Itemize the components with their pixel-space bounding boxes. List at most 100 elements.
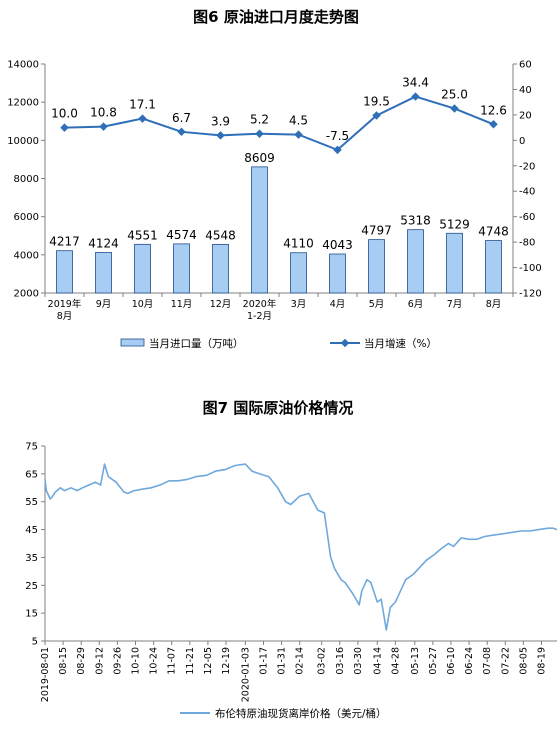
chart6-bar-label: 8609 (244, 151, 275, 165)
chart7-x-tick-label: 08-05 (518, 647, 529, 675)
chart6-point-label: -7.5 (326, 129, 349, 143)
chart7-y-tick-label: 25 (25, 581, 38, 592)
chart6-bar (173, 243, 190, 294)
chart6-point (333, 145, 342, 155)
chart6-point-label: 3.9 (211, 114, 230, 128)
chart6-bar-label: 4551 (127, 228, 158, 242)
chart7-x-tick-label: 2019-08-01 (40, 647, 51, 702)
chart7-x-tick-label: 01-31 (277, 647, 288, 675)
chart6-point-label: 6.7 (172, 111, 191, 125)
chart6-point-label: 25.0 (441, 88, 468, 102)
import-chart: 图6 原油进口月度走势图 2000 4000 6000 8000 10000 12000 1… (7, 8, 542, 350)
chart6-right-tick-label: -40 (519, 187, 535, 198)
chart6-x-tick-label: 9月 (96, 299, 112, 310)
chart6-point (255, 129, 264, 138)
chart7-x-tick-label: 05-27 (428, 647, 439, 675)
chart7-x-tick-label: 08-29 (76, 647, 87, 675)
chart6-right-tick-label: -20 (519, 161, 535, 172)
chart6-bar (329, 253, 346, 294)
chart7-x-tick-label: 11-21 (185, 647, 196, 675)
chart6-bar-label: 5129 (439, 217, 470, 231)
chart6-x-tick-label: 11月 (171, 299, 193, 310)
chart7-x-tick-label: 08-19 (536, 647, 547, 675)
chart6-x-tick-label: 3月 (291, 299, 307, 310)
chart6-bars (56, 166, 502, 294)
chart7-x-tick-label: 04-28 (390, 647, 401, 675)
chart6-left-tick-label: 14000 (7, 60, 39, 71)
chart6-bar (56, 250, 73, 294)
chart6-bar (212, 243, 229, 294)
chart6-bar-label: 4574 (166, 228, 197, 242)
chart6-x-tick-label: 4月 (330, 299, 346, 310)
chart7-x-tick-label: 12-05 (203, 647, 214, 675)
chart6-bar-label: 4043 (322, 238, 353, 252)
chart7-x-tick-label: 07-22 (500, 647, 511, 675)
chart7-x-tick-label: 07-08 (482, 647, 493, 675)
chart6-point (411, 92, 420, 101)
chart7-y-tick-label: 5 (32, 637, 38, 648)
legend-swatch-volume (120, 338, 145, 347)
chart6-point-label: 10.0 (51, 107, 78, 121)
chart7-y-tick-label: 65 (25, 469, 38, 480)
chart7-x-tick-label: 06-24 (464, 647, 475, 675)
chart6-labels: 4217 4124 4551 4574 4548 8609 4110 4043 4797 5318… (49, 76, 509, 252)
chart7-x-tick-label: 02-14 (295, 647, 306, 675)
chart6-point (294, 130, 303, 139)
chart7-x-tick-label: 12-19 (221, 647, 232, 675)
chart6-point (60, 123, 69, 132)
legend-label-volume: 当月进口量（万吨） (149, 337, 244, 350)
chart6-left-tick-label: 10000 (7, 136, 39, 147)
chart6-point-label: 34.4 (402, 76, 429, 90)
chart6-x-tick-label: 2019年 8月 (48, 298, 82, 322)
chart6-right-tick-label: -80 (519, 238, 535, 249)
chart6-x-tick-label: 10月 (132, 299, 154, 310)
chart6-right-tick-label: -60 (519, 212, 535, 223)
chart6-title: 图6 原油进口月度走势图 (193, 8, 359, 26)
chart7-x-tick-label: 03-16 (335, 647, 346, 675)
chart6-point-label: 5.2 (250, 113, 269, 127)
chart7-x-tick-label: 09-12 (94, 647, 105, 675)
chart6-point (372, 111, 381, 120)
chart7-price-line (44, 463, 558, 631)
chart6-point (99, 122, 108, 131)
chart6-bar-label: 4124 (88, 236, 119, 250)
legend-label-growth: 当月增速（%） (364, 337, 437, 350)
chart7-x-tick-label: 06-10 (446, 647, 457, 675)
chart7-x-tick-label: 09-26 (112, 647, 123, 675)
chart6-x-tick-label: 12月 (210, 299, 232, 310)
chart7-y-tick-label: 75 (25, 442, 38, 453)
chart7-legend: 布伦特原油现货离岸价格（美元/桶） (180, 707, 387, 720)
chart6-bar-label: 5318 (400, 214, 431, 228)
chart6-right-tick-label: -120 (519, 289, 542, 300)
chart6-bar-label: 4797 (361, 224, 392, 238)
legend-label-brent: 布伦特原油现货离岸价格（美元/桶） (215, 707, 387, 720)
chart6-right-tick-label: -100 (519, 263, 542, 274)
chart6-bar-label: 4110 (283, 237, 314, 251)
chart6-point-label: 10.8 (90, 106, 117, 120)
chart6-point (489, 120, 498, 129)
chart6-line (60, 92, 498, 155)
chart6-left-tick-label: 2000 (14, 289, 39, 300)
chart6-point (450, 104, 459, 113)
chart6-point-label: 17.1 (129, 98, 156, 112)
chart7-y-tick-label: 55 (25, 497, 38, 508)
chart7-line (44, 463, 558, 631)
chart6-bar (134, 243, 151, 294)
chart6-bar-label: 4217 (49, 235, 80, 249)
chart6-point (138, 114, 147, 123)
chart7-x-tick-label: 11-07 (167, 647, 178, 675)
chart6-x-tick-label: 8月 (486, 299, 502, 310)
chart7-x-tick-label: 10-24 (149, 647, 160, 675)
chart6-point-label: 4.5 (289, 114, 308, 128)
chart7-x-tick-label: 04-14 (372, 647, 383, 675)
brent-chart: 图7 国际原油价格情况 5 15 25 35 45 55 65 75 2019-08-01 08-… (25, 399, 558, 720)
chart7-y-tick-label: 15 (25, 609, 38, 620)
chart6-right-tick-label: 60 (519, 60, 532, 71)
chart6-x-tick-label: 7月 (447, 299, 463, 310)
chart6-x-tick-label: 2020年 1-2月 (243, 298, 277, 322)
chart6-point (216, 131, 225, 140)
chart6-point (177, 127, 186, 137)
chart7-title: 图7 国际原油价格情况 (203, 399, 354, 417)
chart6-right-tick-label: 20 (519, 110, 532, 121)
chart7-y-tick-label: 35 (25, 553, 38, 564)
